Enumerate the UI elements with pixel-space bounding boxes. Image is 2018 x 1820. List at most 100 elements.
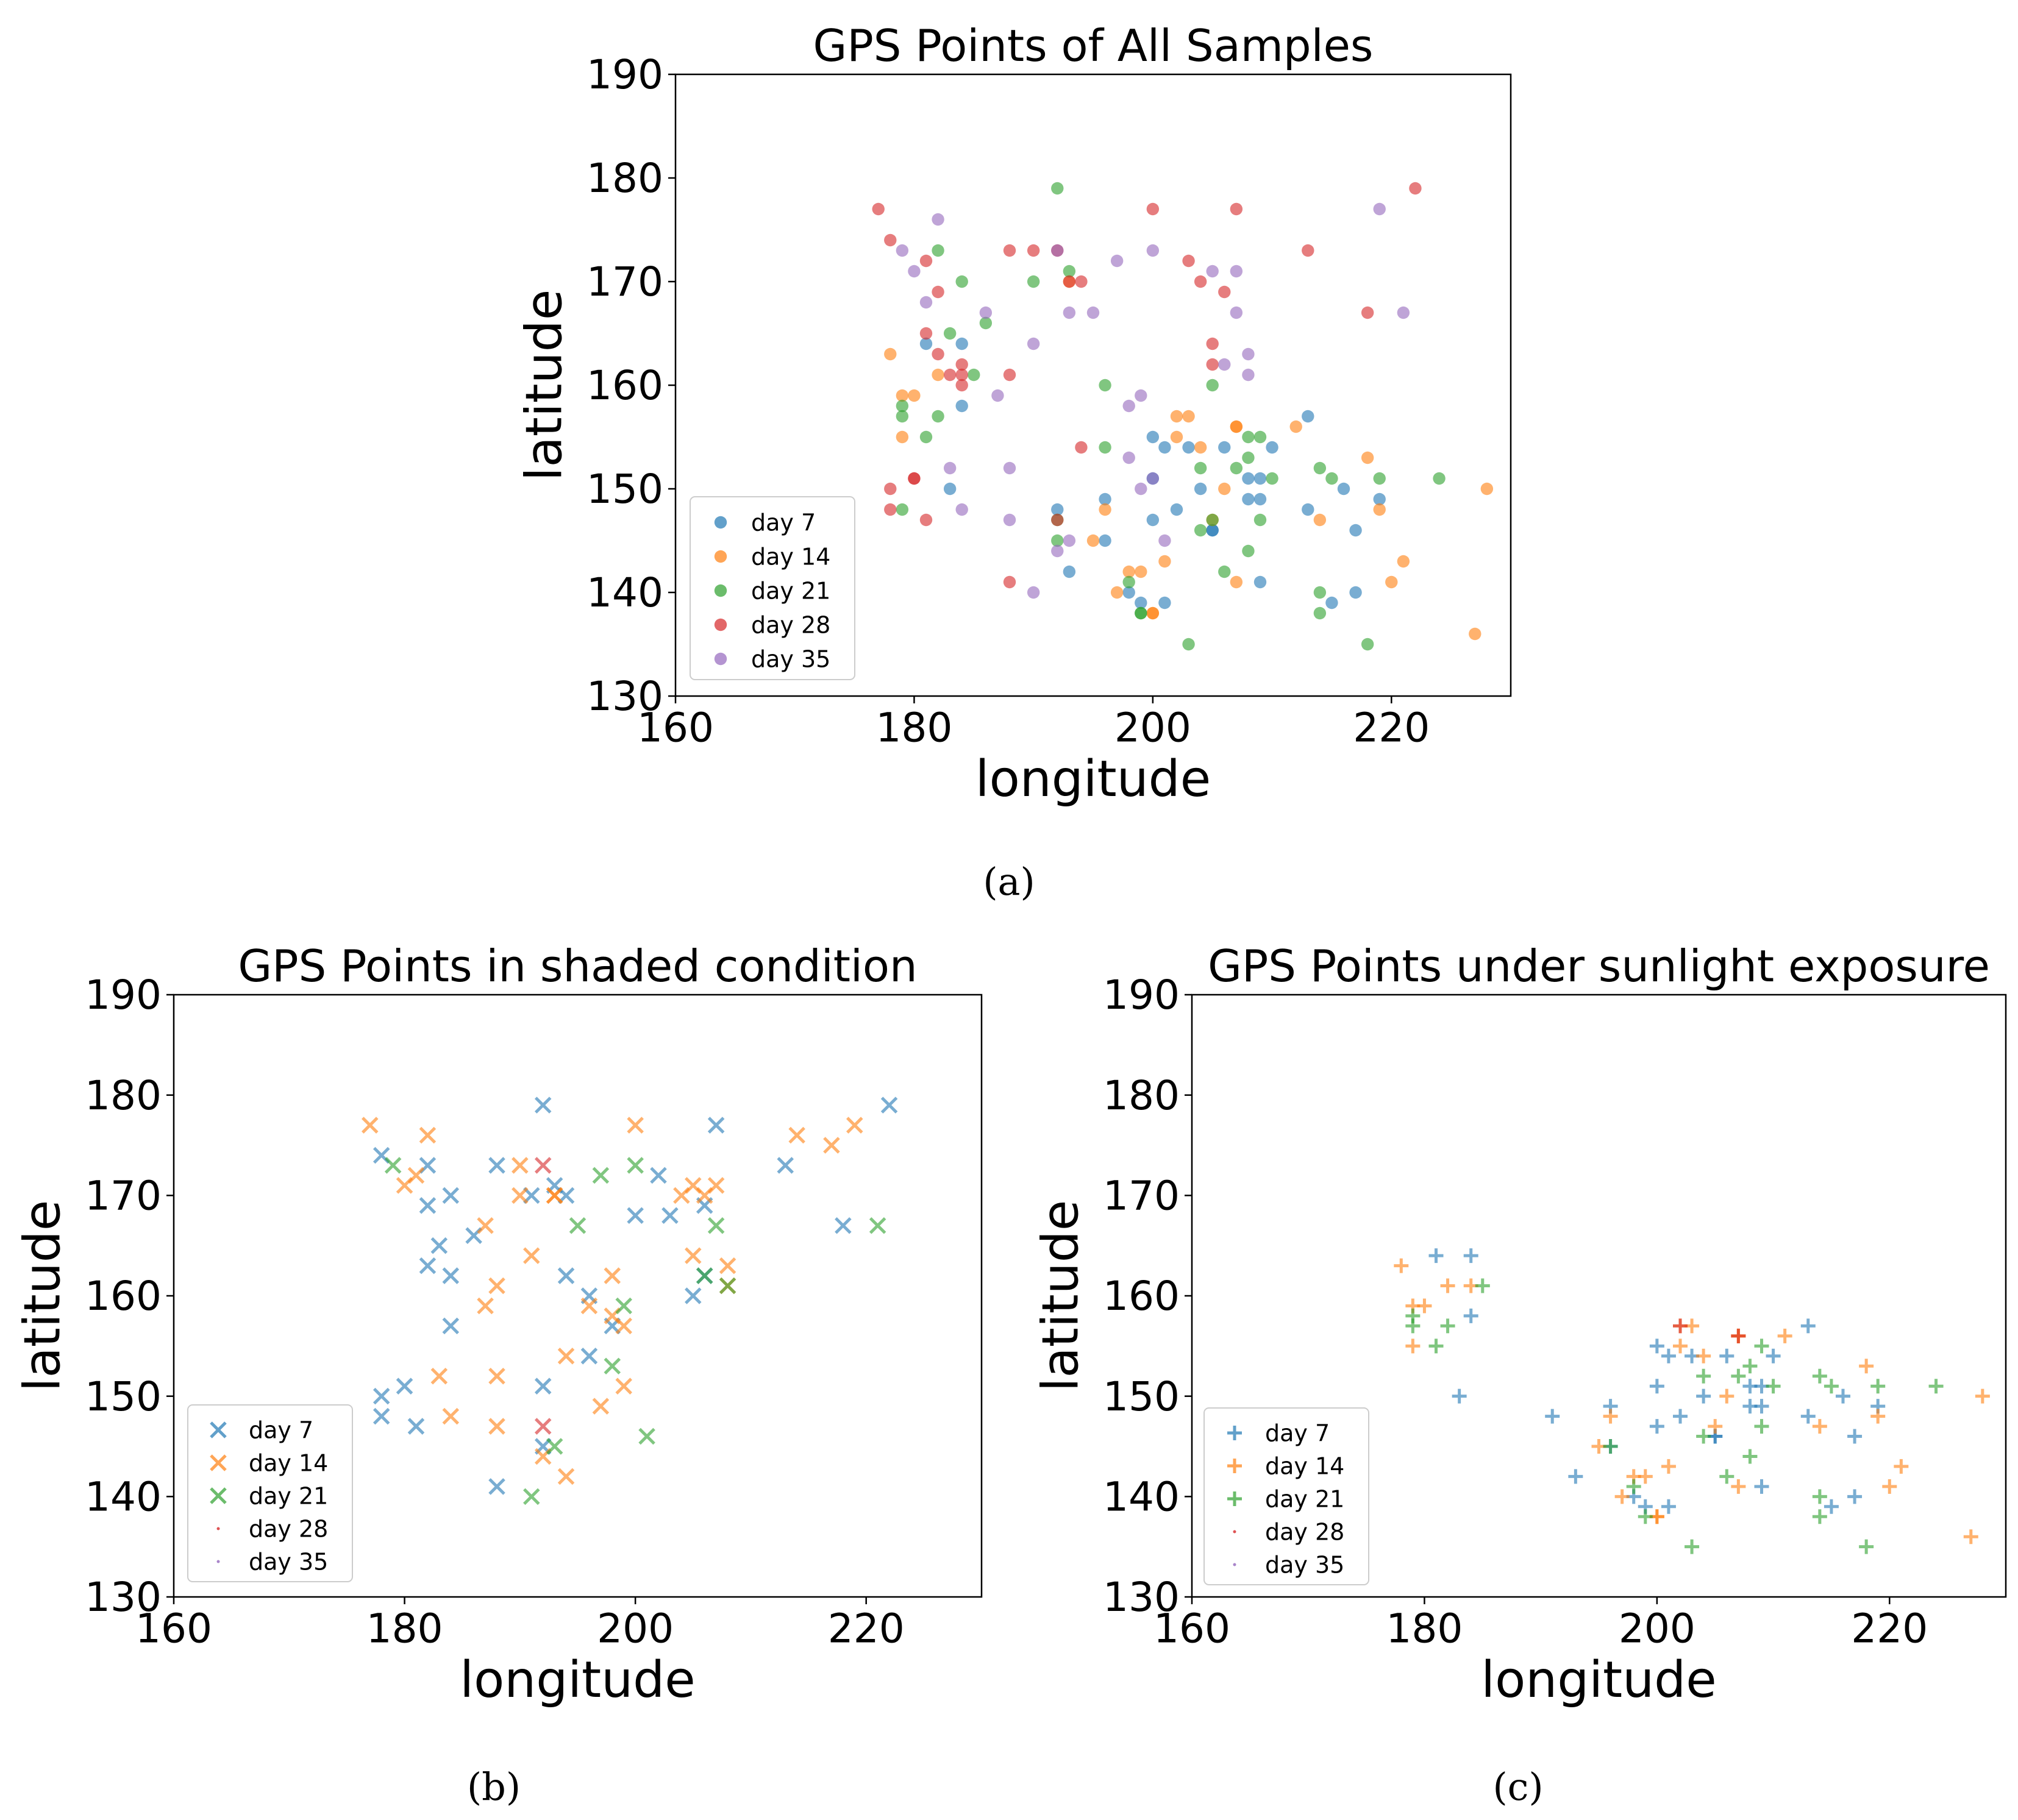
data-point-day7 [1206, 524, 1219, 537]
y-tick-label: 160 [1103, 1273, 1180, 1320]
data-point-day28 [1361, 306, 1374, 319]
data-point-day14 [477, 1297, 494, 1315]
data-point-day14 [1394, 1258, 1409, 1273]
data-point-day21 [696, 1267, 713, 1284]
data-point-day14 [896, 430, 909, 444]
data-point-day7 [955, 337, 968, 350]
caption-b: (b) [466, 1765, 521, 1809]
data-point-day7 [1428, 1248, 1444, 1264]
data-point-day7 [1661, 1348, 1676, 1363]
data-point-day7 [373, 1387, 390, 1405]
x-tick-label: 220 [1851, 1605, 1928, 1652]
data-point-day21 [1051, 534, 1064, 547]
data-point-day7 [442, 1187, 460, 1204]
data-point-day14 [1110, 586, 1124, 599]
data-point-day7 [1182, 441, 1195, 454]
data-point-day14 [823, 1137, 840, 1154]
data-point-day28 [1075, 441, 1088, 454]
data-point-day28 [1302, 244, 1314, 257]
data-point-day7 [1302, 410, 1314, 423]
data-point-day28 [884, 482, 897, 496]
data-point-day21 [1313, 586, 1327, 599]
data-point-day35 [979, 306, 993, 319]
x-tick-label: 180 [366, 1605, 443, 1652]
data-point-day21 [1206, 513, 1219, 527]
legend-label-day14: day 14 [249, 1449, 328, 1476]
data-point-day21 [707, 1217, 725, 1234]
data-point-day14 [488, 1418, 505, 1435]
data-point-day28 [884, 503, 897, 516]
data-point-day35 [1003, 461, 1016, 475]
data-point-day21 [1742, 1449, 1758, 1464]
data-point-day14 [1708, 1419, 1723, 1434]
legend-box [1203, 1407, 1369, 1585]
y-tick-label: 130 [587, 673, 663, 720]
data-point-day28 [1003, 368, 1016, 382]
data-point-day7 [1463, 1248, 1478, 1264]
data-point-day7 [442, 1267, 460, 1284]
data-point-day7 [1146, 430, 1160, 444]
data-point-day21 [1859, 1539, 1874, 1554]
data-point-day28 [955, 368, 968, 382]
data-point-day7 [1373, 492, 1386, 506]
data-point-day7 [1253, 492, 1267, 506]
data-point-day14 [1170, 430, 1183, 444]
data-point-day14 [488, 1367, 505, 1385]
data-point-day14 [1397, 555, 1410, 568]
data-point-day21 [1218, 565, 1231, 578]
data-point-day21 [1266, 472, 1278, 485]
data-point-day28 [1194, 275, 1207, 288]
data-point-day7 [1337, 482, 1350, 496]
data-point-day14 [1417, 1298, 1432, 1313]
x-tick-label: 200 [597, 1605, 674, 1652]
legend-marker-day14 [1227, 1459, 1242, 1473]
data-point-day14 [580, 1297, 598, 1315]
x-tick-label: 160 [1153, 1605, 1230, 1652]
data-point-day35 [1086, 306, 1100, 319]
data-point-day14 [615, 1317, 632, 1335]
data-point-day14 [1182, 410, 1195, 423]
data-point-day14 [908, 389, 921, 402]
data-point-day7 [407, 1418, 425, 1435]
data-point-day14 [1099, 503, 1111, 516]
data-point-day21 [1253, 513, 1267, 527]
y-tick-label: 150 [587, 466, 663, 513]
chart-c: GPS Points under sunlight exposure 160 180… [1032, 940, 2007, 1709]
data-point-day35 [1122, 451, 1135, 464]
data-point-day14 [1469, 627, 1481, 641]
x-tick-label: 180 [875, 705, 952, 752]
data-point-day7 [919, 337, 933, 350]
data-point-day14 [1661, 1459, 1676, 1474]
data-point-day7 [1649, 1379, 1664, 1394]
y-tick-label: 160 [85, 1273, 162, 1320]
data-point-day7 [488, 1478, 505, 1495]
x-tick-label: 200 [1619, 1605, 1695, 1652]
data-point-day21 [1719, 1469, 1735, 1484]
data-point-day28 [1218, 285, 1231, 299]
data-point-day14 [1638, 1469, 1653, 1484]
legend-label-day14: day 14 [751, 543, 830, 570]
data-point-day14 [1313, 513, 1327, 527]
data-point-day21 [1824, 1379, 1839, 1394]
x-tick-label: 220 [828, 1605, 905, 1652]
data-point-day35 [1135, 482, 1147, 496]
data-point-day14 [1373, 503, 1386, 516]
data-point-day7 [1099, 534, 1111, 547]
data-point-day35 [932, 213, 944, 226]
legend-label-day28: day 28 [249, 1515, 328, 1542]
data-point-day7 [1349, 586, 1362, 599]
data-point-day7 [1146, 513, 1160, 527]
chart-a: GPS Points of All Samples 160 180 200 220 130… [516, 20, 1512, 808]
data-point-day7 [1452, 1388, 1467, 1404]
data-point-day21 [1027, 275, 1040, 288]
legend: day 7 day 14 day 21 day 28 day 35 [187, 1404, 353, 1582]
data-point-day21 [1754, 1419, 1769, 1434]
data-point-day14 [1194, 441, 1207, 454]
data-point-day14 [932, 368, 944, 382]
data-point-day14 [1870, 1409, 1886, 1424]
y-tick-label: 170 [85, 1172, 162, 1219]
data-point-day14 [557, 1468, 575, 1485]
data-point-day21 [1696, 1429, 1711, 1444]
data-point-day21 [896, 410, 909, 423]
data-point-day14 [1158, 555, 1171, 568]
